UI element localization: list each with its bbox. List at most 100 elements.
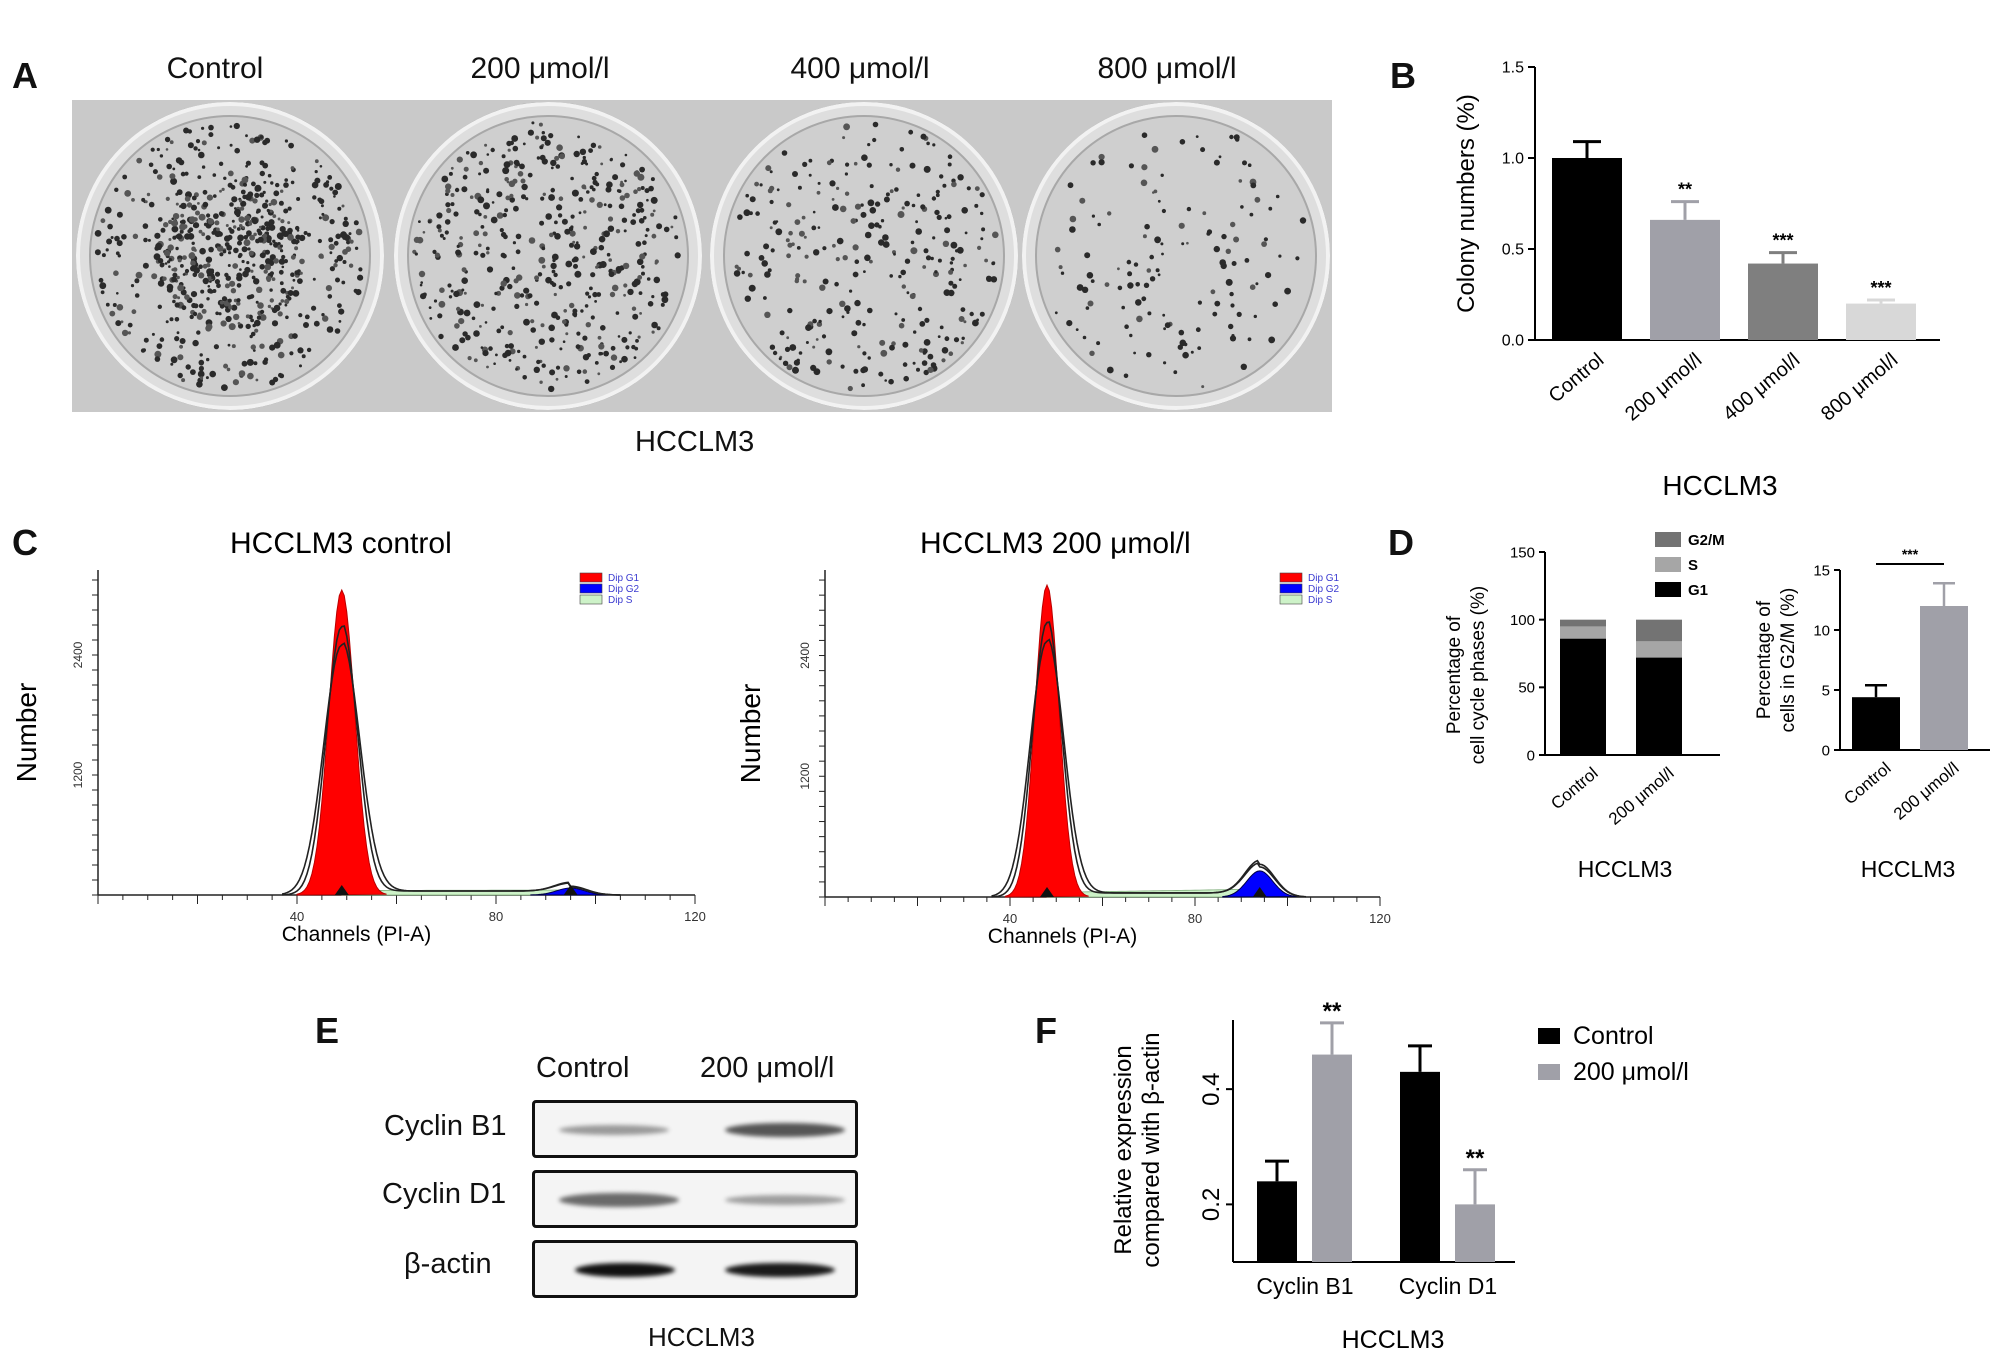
- colony-dot: [131, 198, 135, 202]
- colony-dot: [550, 166, 554, 170]
- colony-dot: [654, 259, 659, 264]
- colony-dot: [500, 325, 505, 330]
- colony-dot: [1213, 245, 1220, 253]
- colony-dot: [558, 196, 564, 201]
- colony-dot: [949, 261, 954, 265]
- colony-dot: [252, 218, 258, 225]
- colony-dot: [541, 264, 546, 269]
- wb-row-cyclin-d1: Cyclin D1: [382, 1178, 507, 1210]
- colony-dot: [815, 338, 819, 341]
- colony-dot: [1229, 291, 1234, 297]
- colony-dot: [239, 199, 243, 203]
- colony-dot: [934, 209, 940, 216]
- colony-dot: [803, 235, 807, 239]
- colony-dot: [236, 301, 241, 306]
- colony-dot: [538, 122, 543, 127]
- colony-dot: [233, 225, 237, 229]
- colony-dot: [620, 180, 623, 184]
- colony-dot: [450, 193, 455, 197]
- colony-dot: [483, 167, 490, 174]
- colony-dot: [889, 344, 895, 351]
- colony-dot: [474, 209, 480, 215]
- colony-dot: [194, 269, 200, 274]
- colony-dot: [578, 211, 582, 215]
- colony-dot: [903, 375, 909, 382]
- colony-dot: [767, 268, 772, 273]
- colony-dot: [956, 246, 964, 254]
- colony-dot: [234, 179, 238, 183]
- colony-dot: [594, 171, 599, 177]
- panel-letter-c: C: [12, 522, 38, 563]
- colony-dot: [1126, 259, 1132, 265]
- colony-dot: [584, 379, 590, 384]
- colony-dot: [127, 322, 133, 328]
- colony-dot: [186, 202, 193, 208]
- colony-dot: [490, 147, 495, 153]
- colony-dot: [245, 160, 251, 166]
- histogram-peak-marker: [334, 885, 349, 895]
- colony-dot: [175, 246, 179, 251]
- colony-dot: [483, 215, 488, 219]
- colony-dot: [1136, 315, 1143, 323]
- colony-dot: [198, 213, 206, 221]
- stack-g2-m-200-mol-l: [1636, 619, 1682, 642]
- colony-dot: [637, 173, 645, 181]
- colony-dot: [224, 272, 229, 278]
- colony-dot: [1157, 199, 1161, 203]
- histogram-ylabel: Number: [11, 683, 42, 783]
- colony-dot: [1082, 335, 1087, 340]
- colony-dot: [280, 189, 284, 193]
- colony-dot: [246, 233, 250, 237]
- colony-dot: [763, 243, 770, 250]
- colony-dot: [934, 270, 938, 274]
- colony-dot: [644, 234, 648, 238]
- colony-dot: [170, 362, 174, 366]
- colony-dot: [242, 270, 249, 278]
- colony-dot: [473, 330, 480, 337]
- colony-dot: [122, 174, 128, 180]
- colony-dot: [1163, 327, 1166, 331]
- colony-dot: [338, 320, 342, 323]
- colony-dot: [761, 260, 768, 267]
- colony-dot: [1161, 208, 1166, 214]
- colony-dot: [891, 341, 896, 346]
- colony-dot: [960, 341, 964, 345]
- colony-dot: [1164, 322, 1171, 329]
- colony-dot: [961, 336, 965, 340]
- colony-dot: [944, 336, 950, 342]
- colony-dot: [252, 198, 258, 204]
- colony-dot: [195, 210, 200, 216]
- colony-dot: [980, 211, 984, 216]
- colony-dot: [480, 346, 484, 349]
- colony-dot: [237, 322, 241, 325]
- colony-dot: [596, 201, 603, 208]
- colony-dot: [265, 199, 269, 203]
- colony-dot: [1133, 351, 1136, 355]
- colony-dot: [519, 293, 525, 298]
- colony-dot: [637, 201, 644, 209]
- colony-dot: [826, 160, 832, 166]
- colony-dot: [213, 213, 219, 219]
- colony-dot: [273, 304, 281, 312]
- colony-dot: [763, 296, 767, 300]
- colony-dot: [143, 237, 148, 243]
- colony-dot: [597, 372, 601, 376]
- legend-label-s: S: [1688, 557, 1698, 574]
- colony-dot: [639, 312, 642, 315]
- colony-dot: [1254, 196, 1261, 203]
- colony-dot: [899, 147, 905, 152]
- colony-dot: [1121, 305, 1125, 310]
- colony-dot: [1229, 335, 1237, 342]
- colony-dot: [218, 161, 224, 166]
- colony-dot: [110, 236, 114, 239]
- chart-d-cell-cycle-phases: 0 50 100 150 Control 200 μmol/l G2/M S G1 Percent…: [1444, 532, 1725, 882]
- colony-dot: [450, 202, 455, 207]
- colony-dot: [299, 364, 302, 368]
- colony-dot: [548, 194, 555, 201]
- stack-s-control: [1560, 626, 1606, 639]
- colony-dot: [779, 330, 785, 336]
- colony-dot: [504, 343, 510, 349]
- dish-well: [723, 115, 1005, 397]
- colony-dot: [181, 305, 187, 311]
- colony-dot: [241, 259, 245, 264]
